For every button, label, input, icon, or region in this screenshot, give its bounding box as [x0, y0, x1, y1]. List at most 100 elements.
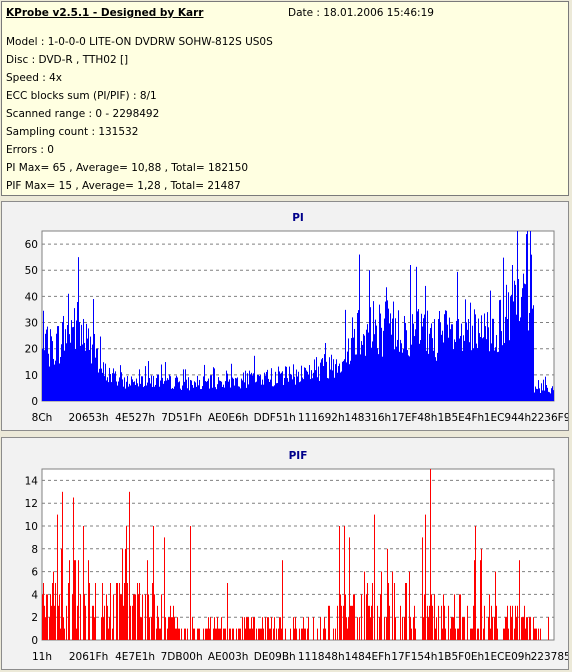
- pif-bar: [470, 628, 471, 640]
- pi-bar: [548, 391, 549, 401]
- pif-bar: [523, 617, 524, 640]
- pi-x-tick-label: DDF51h: [254, 412, 296, 424]
- pif-bar: [258, 628, 259, 640]
- pif-bar: [46, 594, 47, 640]
- pi-bar: [160, 380, 161, 401]
- pi-bar: [359, 254, 360, 401]
- pif-bar: [441, 605, 442, 640]
- pi-bar: [159, 386, 160, 401]
- pi-bar: [534, 392, 535, 401]
- pi-bar: [186, 379, 187, 401]
- pi-bar: [177, 377, 178, 401]
- pif-bar: [339, 526, 340, 640]
- pif-bar: [484, 605, 485, 640]
- pif-bar: [207, 628, 208, 640]
- pi-bar: [113, 368, 114, 401]
- pi-bar: [364, 335, 365, 401]
- pif-bar: [458, 628, 459, 640]
- pi-bar: [530, 231, 531, 401]
- pi-y-tick-label: 40: [25, 291, 38, 303]
- pi-bar: [63, 315, 64, 401]
- pi-bar: [70, 342, 71, 401]
- pif-bar: [517, 605, 518, 640]
- pi-bar: [401, 343, 402, 401]
- pif-bar: [269, 628, 270, 640]
- scanned-range-line: Scanned range : 0 - 2298492: [6, 108, 160, 120]
- pi-bar: [111, 382, 112, 401]
- pif-x-tick-label: 1484EFh: [345, 651, 391, 663]
- pif-bar: [379, 617, 380, 640]
- pif-bar: [347, 628, 348, 640]
- pi-bar: [246, 387, 247, 401]
- pif-bar: [76, 628, 77, 640]
- pi-bar: [101, 368, 102, 401]
- pi-bar: [321, 359, 322, 401]
- pif-bar: [53, 571, 54, 640]
- pi-bar: [315, 370, 316, 401]
- pi-bar: [256, 381, 257, 401]
- pi-bar: [482, 338, 483, 401]
- pif-bar: [525, 628, 526, 640]
- pif-bar: [540, 628, 541, 640]
- pif-bar: [354, 594, 355, 640]
- pi-bar: [342, 361, 343, 401]
- pi-bar: [448, 337, 449, 401]
- pi-bar: [525, 284, 526, 401]
- pi-bar: [250, 374, 251, 401]
- pif-bar: [108, 628, 109, 640]
- pi-bar: [408, 355, 409, 401]
- pi-bar: [55, 360, 56, 401]
- pif-bar: [75, 560, 76, 640]
- pif-bar: [93, 605, 94, 640]
- pi-bar: [449, 317, 450, 401]
- pi-bar: [149, 378, 150, 401]
- pif-bar: [389, 605, 390, 640]
- pi-bar: [330, 369, 331, 401]
- pi-x-tick-label: 2236F9h: [531, 412, 568, 424]
- pif-bar: [464, 617, 465, 640]
- pi-bar: [88, 328, 89, 401]
- pif-bar: [341, 605, 342, 640]
- pi-bar: [211, 375, 212, 401]
- pif-bar: [353, 594, 354, 640]
- pi-bar: [307, 371, 308, 401]
- pi-bar: [265, 375, 266, 401]
- pif-x-tick-label: DE09Bh: [254, 651, 296, 663]
- pif-bar: [404, 617, 405, 640]
- pif-y-tick-label: 6: [31, 567, 38, 579]
- pi-bar: [126, 381, 127, 401]
- pif-bar: [263, 628, 264, 640]
- pi-bar: [510, 296, 511, 401]
- pif-bar: [431, 594, 432, 640]
- pif-bar: [145, 594, 146, 640]
- pi-bar: [469, 342, 470, 401]
- pif-bar: [170, 605, 171, 640]
- pi-bar: [178, 382, 179, 401]
- pif-bar: [489, 594, 490, 640]
- pif-bar: [462, 617, 463, 640]
- pif-bar: [514, 628, 515, 640]
- pi-bar: [225, 381, 226, 401]
- pi-bar: [312, 378, 313, 401]
- pi-bar: [536, 388, 537, 401]
- pi-bar: [336, 359, 337, 401]
- pif-bar: [203, 628, 204, 640]
- pi-bar: [396, 346, 397, 401]
- pi-bar: [464, 340, 465, 401]
- pi-bar: [85, 350, 86, 401]
- pi-bar: [227, 373, 228, 401]
- pif-chart-panel: PIF 0 2 4 6 8 10 12 14 11h 2061Fh 4E7E1h 7DB00h AE003…: [1, 437, 569, 670]
- pi-bar: [233, 378, 234, 401]
- pi-bar: [78, 257, 79, 401]
- pi-bar: [57, 326, 58, 401]
- pif-bar: [335, 628, 336, 640]
- pi-bar: [127, 376, 128, 401]
- pi-bar: [228, 381, 229, 401]
- pif-bar: [536, 628, 537, 640]
- pi-bar: [81, 324, 82, 401]
- pi-bar: [142, 376, 143, 401]
- pif-bar: [244, 617, 245, 640]
- pif-bar: [149, 617, 150, 640]
- pif-bar: [224, 628, 225, 640]
- pi-bar: [261, 384, 262, 401]
